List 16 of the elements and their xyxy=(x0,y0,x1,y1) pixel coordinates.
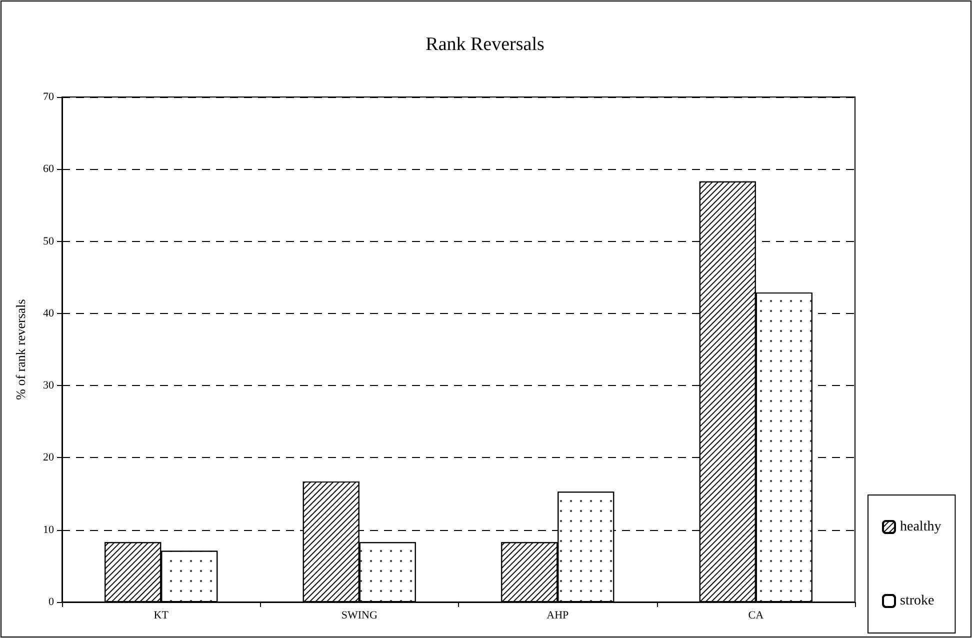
y-tick-label: 20 xyxy=(43,452,54,464)
y-tick-label: 10 xyxy=(43,524,54,536)
legend-label: stroke xyxy=(900,594,934,608)
y-tick-label: 50 xyxy=(43,235,54,248)
x-tick-label: KT xyxy=(154,610,169,622)
y-axis-title: % of rank reversals xyxy=(13,299,28,400)
x-tick-label: CA xyxy=(748,610,764,622)
x-tick-label: AHP xyxy=(546,610,569,622)
legend-label: healthy xyxy=(900,520,942,534)
y-tick-label: 0 xyxy=(48,596,54,608)
y-tick-label: 60 xyxy=(43,163,54,176)
x-tick-label: SWING xyxy=(341,610,378,622)
chart-title: Rank Reversals xyxy=(426,34,544,55)
y-tick-label: 70 xyxy=(43,91,54,103)
y-tick-label: 40 xyxy=(43,307,54,320)
y-tick-label: 30 xyxy=(43,380,54,392)
